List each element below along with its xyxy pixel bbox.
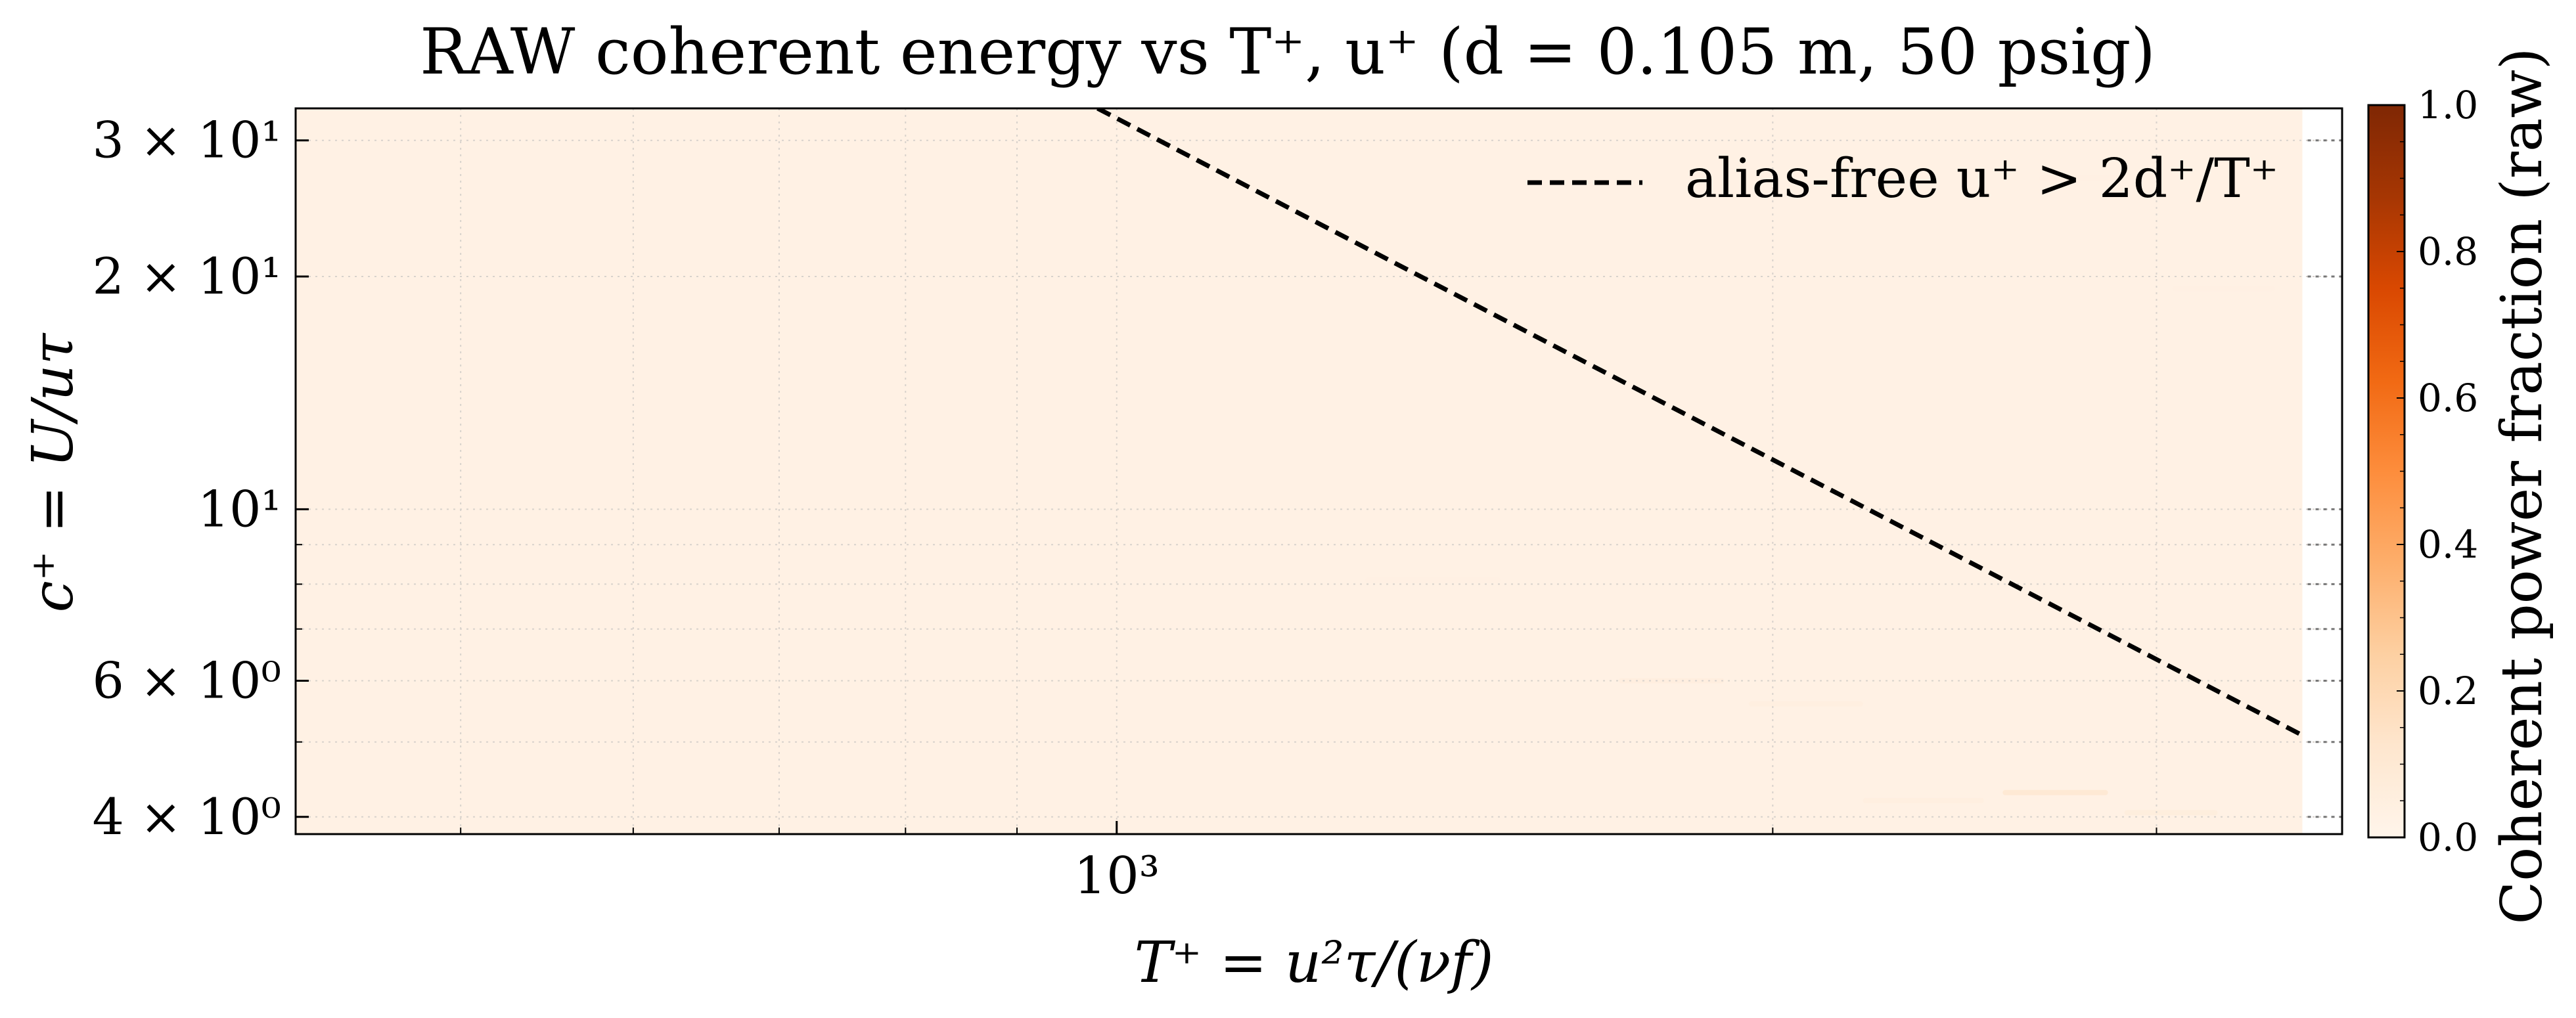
- y-axis: 4 × 10⁰ 6 × 10⁰ 10¹ 2 × 10¹ 3 × 10¹: [92, 111, 309, 846]
- heatmap-trace: [1619, 678, 1725, 684]
- y-tick-label: 6 × 10⁰: [92, 651, 281, 709]
- alias-free-line: [1096, 108, 2304, 738]
- heatmap-trace: [2172, 286, 2275, 292]
- x-axis: 10³: [460, 821, 2158, 906]
- y-tick-label: 4 × 10⁰: [92, 787, 281, 846]
- legend-label: alias-free u⁺ > 2d⁺/T⁺: [1685, 148, 2278, 210]
- colorbar: 0.0 0.2 0.4 0.6 0.8 1.0 Coherent power fracti…: [2367, 48, 2555, 925]
- plot-area: [294, 107, 2343, 835]
- colorbar-tick-label: 0.0: [2418, 815, 2478, 860]
- heatmap-layer: [296, 108, 2303, 834]
- y-tick-label: 2 × 10¹: [92, 247, 281, 305]
- heatmap-cells: [296, 108, 2303, 834]
- legend: alias-free u⁺ > 2d⁺/T⁺: [1527, 148, 2278, 210]
- colorbar-ticks: 0.0 0.2 0.4 0.6 0.8 1.0: [2397, 83, 2478, 860]
- colorbar-gradient: [2367, 104, 2406, 839]
- x-tick-label: 10³: [1073, 847, 1160, 906]
- alias-line-layer: [1096, 108, 2304, 738]
- colorbar-tick-label: 0.8: [2418, 229, 2478, 274]
- heatmap-trace: [1748, 701, 1863, 707]
- heatmap-trace: [2124, 810, 2218, 816]
- heatmap-trace: [1841, 287, 1926, 293]
- right-minor-ticks: [2307, 139, 2342, 818]
- colorbar-tick-label: 1.0: [2418, 83, 2478, 127]
- x-axis-label: T⁺ = u²τ/(νf): [1134, 930, 1493, 996]
- plot-frame: [294, 107, 2343, 835]
- colorbar-tick-label: 0.4: [2418, 522, 2478, 567]
- colorbar-tick-label: 0.2: [2418, 669, 2478, 713]
- heatmap-trace: [2002, 789, 2108, 795]
- grid-layer: [296, 108, 2342, 834]
- y-tick-label: 3 × 10¹: [92, 111, 281, 169]
- colorbar-tick-label: 0.6: [2418, 376, 2478, 420]
- heatmap-trace: [1863, 797, 1984, 803]
- heatmap-trace: [1365, 577, 1501, 583]
- chart-title: RAW coherent energy vs T⁺, u⁺ (d = 0.105…: [420, 15, 2156, 89]
- y-tick-label: 10¹: [198, 479, 281, 538]
- y-axis-label: c⁺ = U/uτ: [20, 332, 86, 612]
- colorbar-label: Coherent power fraction (raw): [2489, 48, 2555, 925]
- heatmap-trace: [2039, 175, 2125, 181]
